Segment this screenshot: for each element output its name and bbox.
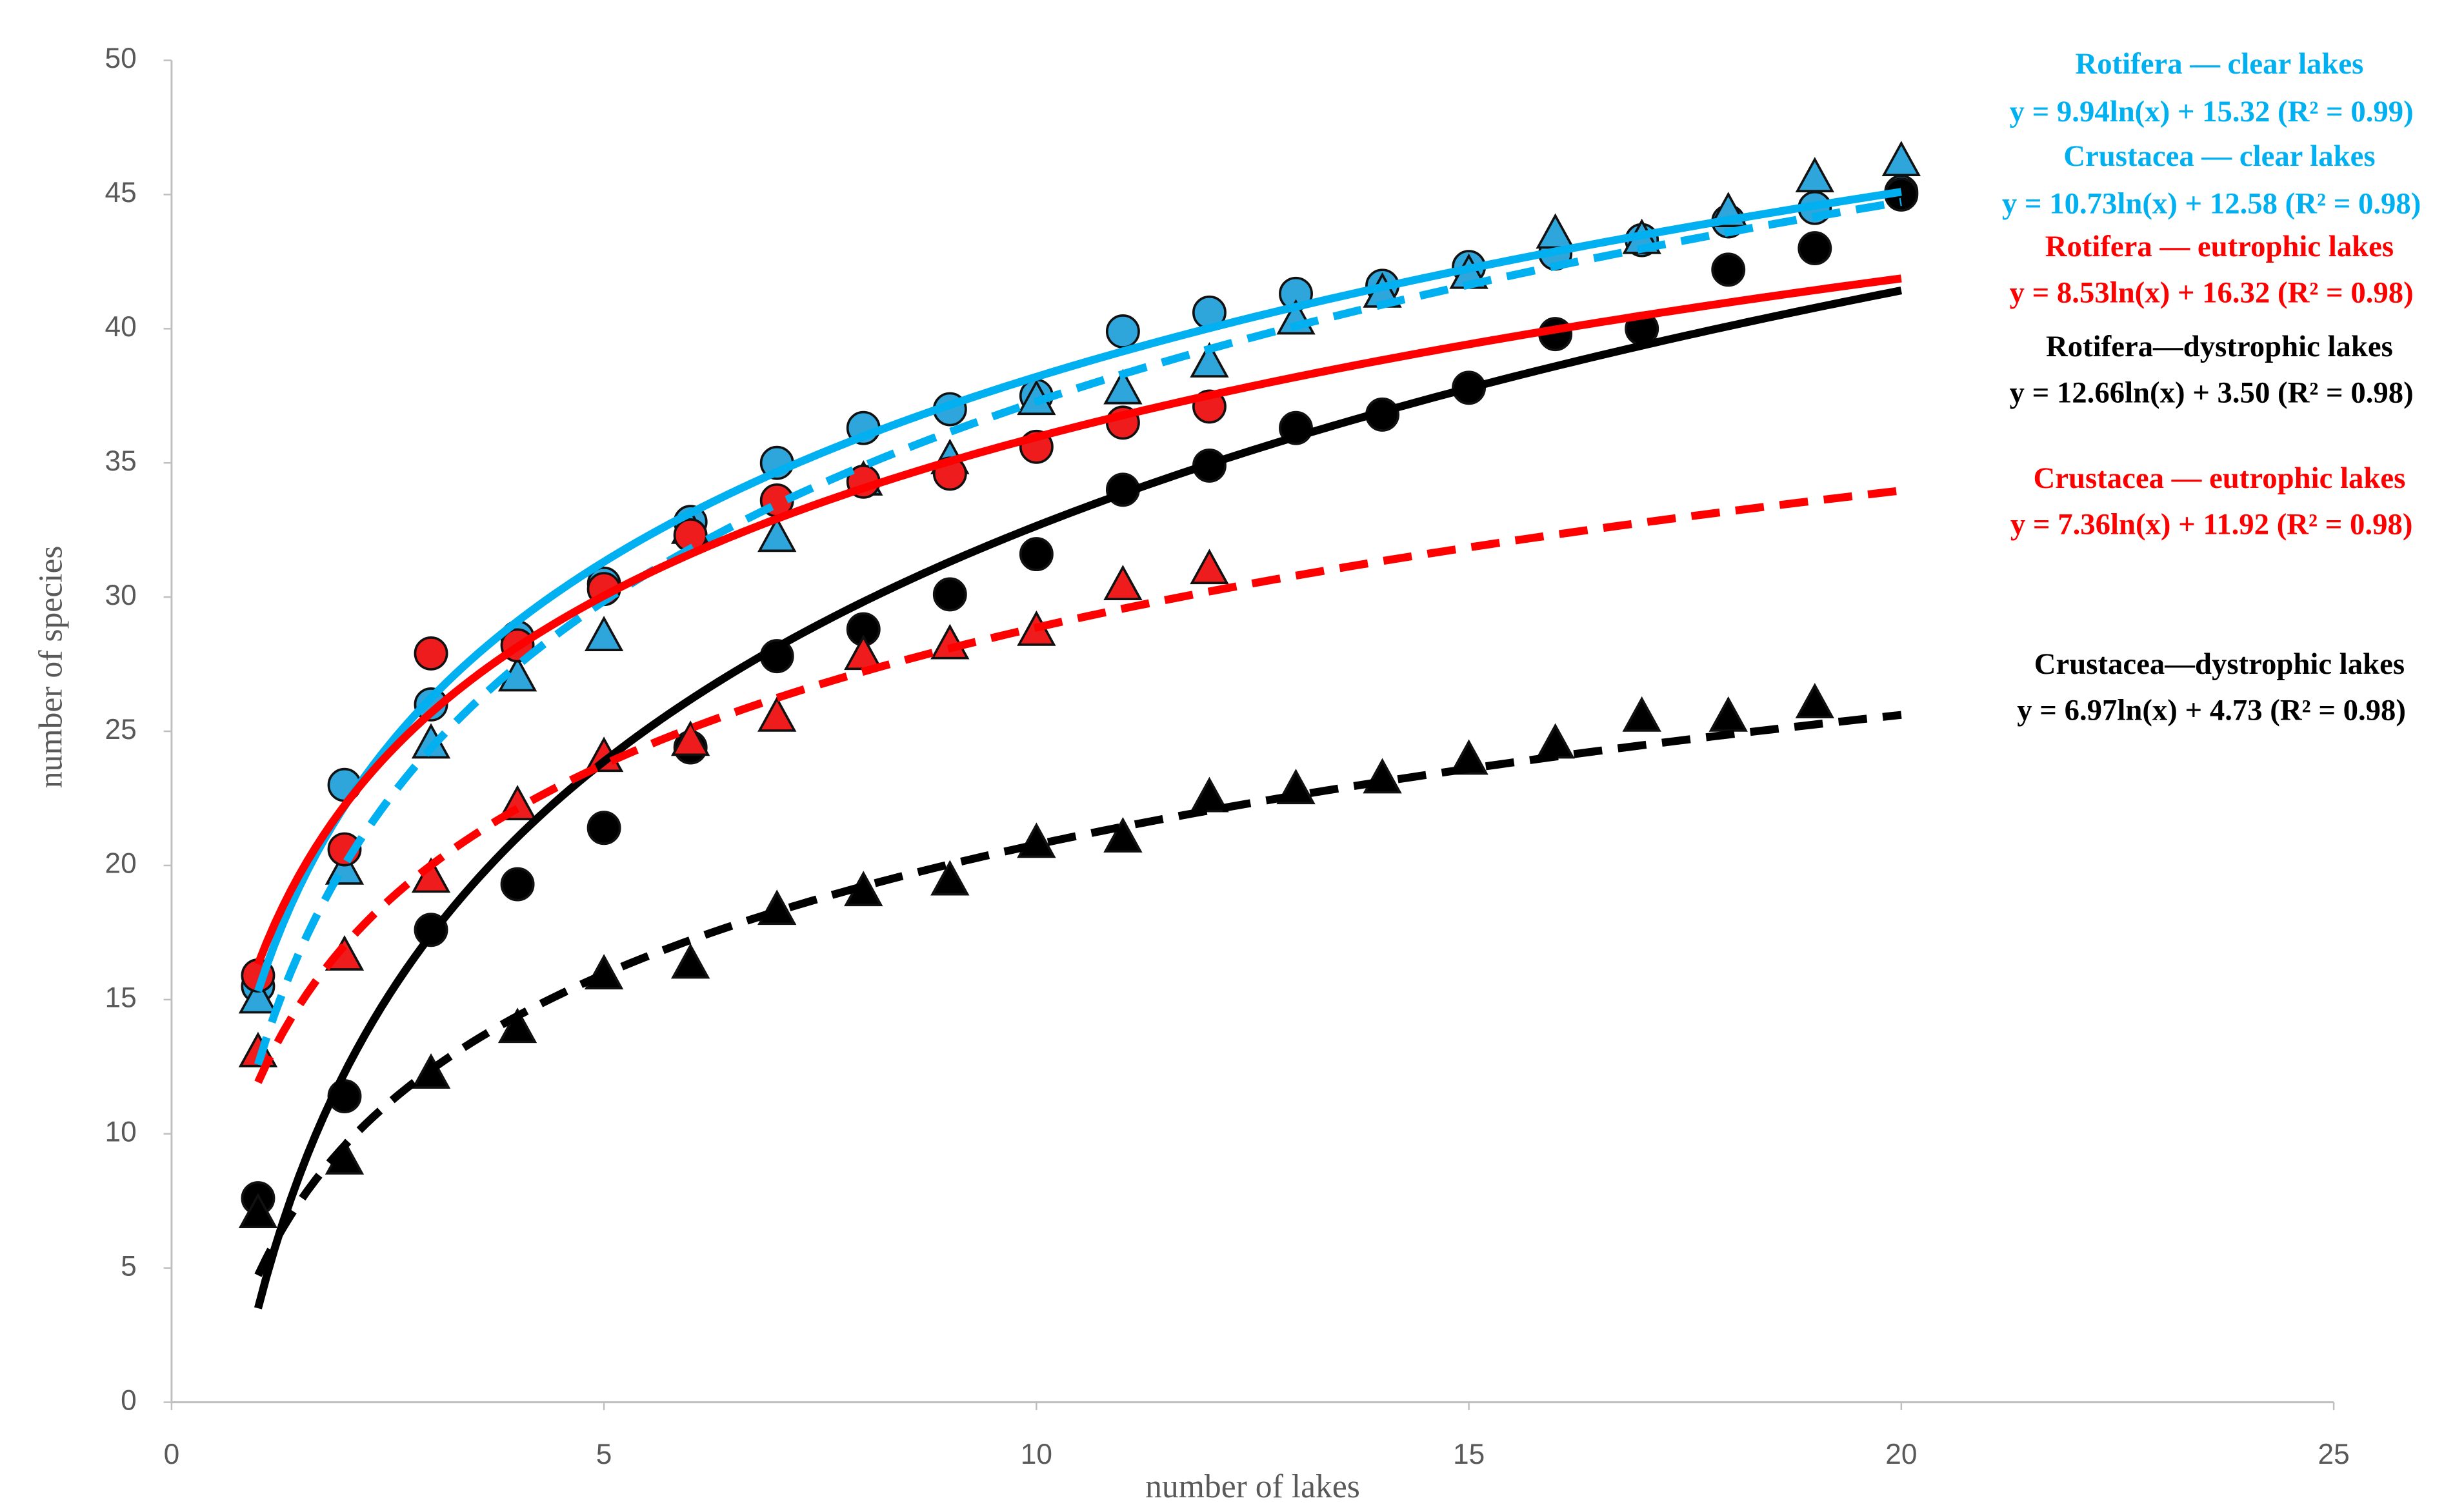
data-point (1708, 696, 1748, 732)
y-axis-title: number of species (33, 545, 70, 788)
data-point (1019, 537, 1054, 572)
data-point (1795, 157, 1834, 192)
legend-equation: y = 10.73ln(x) + 12.58 (R² = 0.98) (2002, 187, 2421, 221)
y-tick-label: 0 (121, 1384, 137, 1416)
legend-name: Rotifera — eutrophic lakes (2045, 230, 2394, 263)
data-point (1103, 817, 1143, 853)
data-point (1536, 213, 1575, 249)
data-point (1449, 739, 1488, 775)
y-tick-label: 30 (105, 580, 137, 611)
x-tick-label: 10 (1021, 1439, 1052, 1470)
data-point (586, 811, 621, 845)
data-point (1798, 231, 1832, 266)
data-point (757, 696, 797, 732)
x-tick-label: 0 (164, 1439, 180, 1470)
data-point (1536, 723, 1575, 759)
legend-name: Crustacea—dystrophic lakes (2034, 647, 2405, 681)
x-tick-label: 15 (1453, 1439, 1485, 1470)
data-point (1190, 776, 1229, 813)
data-point (584, 616, 624, 652)
trend-line (254, 711, 1902, 1277)
legend-name: Rotifera—dystrophic lakes (2046, 330, 2393, 363)
legend-equation: y = 9.94ln(x) + 15.32 (R² = 0.99) (2010, 95, 2414, 128)
data-point (757, 516, 797, 552)
legend-equation: y = 6.97ln(x) + 4.73 (R² = 0.98) (2017, 693, 2406, 727)
x-axis-title: number of lakes (1145, 1468, 1360, 1505)
data-point (238, 978, 278, 1014)
trend-line (254, 188, 1902, 993)
data-point (670, 943, 710, 979)
data-point (670, 720, 710, 756)
legend-name: Rotifera — clear lakes (2075, 47, 2363, 81)
y-tick-label: 35 (105, 445, 137, 477)
legend-equation: y = 8.53ln(x) + 16.32 (R² = 0.98) (2010, 276, 2414, 309)
x-tick-label: 5 (596, 1439, 612, 1470)
y-tick-label: 5 (121, 1250, 137, 1282)
legend-name: Crustacea — clear lakes (2063, 139, 2375, 173)
x-tick-label: 25 (2318, 1439, 2349, 1470)
data-point (414, 687, 448, 722)
y-tick-label: 15 (105, 982, 137, 1014)
data-point (500, 867, 535, 902)
trend-line (254, 286, 1903, 1310)
data-point (932, 577, 967, 612)
data-point (1795, 683, 1834, 719)
y-tick-label: 50 (105, 43, 137, 74)
data-point (1711, 252, 1746, 287)
trend-line (254, 197, 1902, 1066)
y-tick-label: 45 (105, 177, 137, 208)
trend-line (254, 274, 1902, 966)
data-point (497, 1007, 537, 1044)
trend-line (254, 487, 1902, 1084)
y-tick-label: 20 (105, 848, 137, 880)
data-point (1103, 369, 1143, 405)
data-point (930, 860, 970, 896)
legend-equation: y = 12.66ln(x) + 3.50 (R² = 0.98) (2010, 376, 2414, 409)
data-point (1881, 141, 1921, 177)
data-point (1190, 549, 1229, 585)
data-point (1103, 565, 1143, 601)
legend-name: Crustacea — eutrophic lakes (2034, 461, 2406, 495)
legend-equation: y = 7.36ln(x) + 11.92 (R² = 0.98) (2010, 508, 2413, 541)
x-tick-label: 20 (1885, 1439, 1917, 1470)
data-point (1622, 696, 1661, 732)
data-point (1190, 342, 1229, 378)
data-point (238, 1193, 278, 1229)
data-point (1105, 314, 1140, 349)
y-tick-label: 25 (105, 714, 137, 745)
y-tick-label: 10 (105, 1116, 137, 1148)
data-point (414, 636, 448, 671)
y-tick-label: 40 (105, 311, 137, 343)
